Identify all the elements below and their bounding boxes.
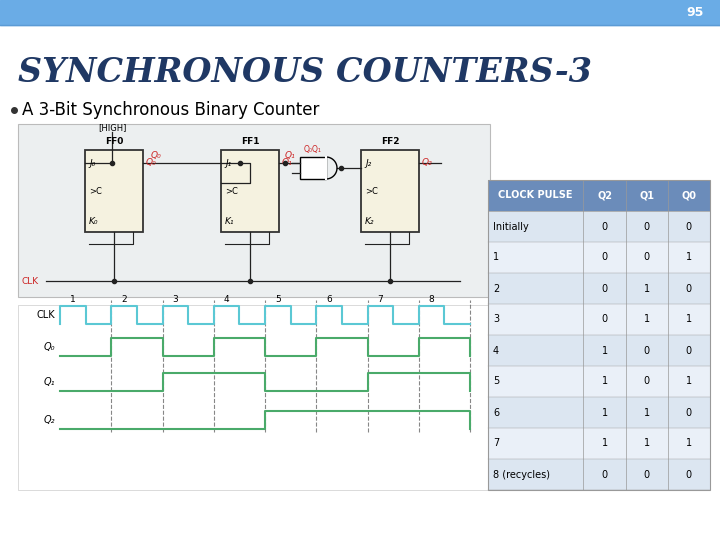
Text: 1: 1 [644, 408, 649, 417]
Text: Initially: Initially [493, 221, 528, 232]
Text: Q₁: Q₁ [43, 377, 55, 387]
Text: CLOCK PULSE: CLOCK PULSE [498, 191, 573, 200]
Text: 1: 1 [601, 408, 608, 417]
Bar [488, 459, 710, 490]
Text: Q2: Q2 [597, 191, 612, 200]
Text: >C: >C [365, 186, 378, 195]
Text: J₂: J₂ [365, 159, 372, 167]
Text: 4: 4 [493, 346, 499, 355]
Bar [221, 150, 279, 232]
Text: 0: 0 [601, 469, 608, 480]
Text: 1: 1 [686, 376, 692, 387]
Bar [18, 124, 490, 297]
Text: 0: 0 [601, 253, 608, 262]
Text: 0: 0 [644, 346, 649, 355]
Text: Q₁: Q₁ [285, 151, 296, 160]
Bar [488, 273, 710, 304]
Text: 5: 5 [275, 295, 281, 304]
Text: 7: 7 [493, 438, 499, 449]
Text: Q₂: Q₂ [43, 415, 55, 425]
Text: 1: 1 [644, 438, 649, 449]
Text: 0: 0 [601, 221, 608, 232]
Text: 0: 0 [644, 253, 649, 262]
Text: 0: 0 [644, 376, 649, 387]
Text: 3: 3 [172, 295, 178, 304]
Text: FF1: FF1 [240, 137, 259, 146]
Bar [488, 304, 710, 335]
Text: 3: 3 [493, 314, 499, 325]
Text: Q1: Q1 [639, 191, 654, 200]
Text: CLK: CLK [22, 276, 39, 286]
Text: 5: 5 [493, 376, 499, 387]
Text: 0: 0 [601, 284, 608, 294]
Text: 0: 0 [686, 284, 692, 294]
Text: 8 (recycles): 8 (recycles) [493, 469, 550, 480]
Text: CLK: CLK [37, 310, 55, 320]
Text: 4: 4 [224, 295, 230, 304]
Text: 0: 0 [644, 469, 649, 480]
Text: Q0: Q0 [681, 191, 696, 200]
Text: Q₀: Q₀ [43, 342, 55, 352]
Text: Q₀Q₁: Q₀Q₁ [304, 145, 322, 154]
Text: 1: 1 [644, 314, 649, 325]
Text: 1: 1 [601, 346, 608, 355]
Text: Q₂: Q₂ [422, 159, 433, 167]
Text: 1: 1 [686, 314, 692, 325]
Bar [18, 305, 490, 490]
Text: Q₀: Q₀ [151, 151, 162, 160]
Text: J₁: J₁ [225, 159, 231, 167]
Bar [488, 242, 710, 273]
Text: SYNCHRONOUS COUNTERS-3: SYNCHRONOUS COUNTERS-3 [18, 56, 592, 89]
Text: 6: 6 [326, 295, 332, 304]
Text: 8: 8 [428, 295, 434, 304]
Bar [85, 150, 143, 232]
Bar [488, 211, 710, 242]
Bar [361, 150, 419, 232]
Text: J₀: J₀ [89, 159, 95, 167]
Text: 0: 0 [644, 221, 649, 232]
Text: K₁: K₁ [225, 217, 235, 226]
Bar [488, 180, 710, 490]
Text: 0: 0 [686, 469, 692, 480]
Text: 1: 1 [686, 438, 692, 449]
Text: 1: 1 [644, 284, 649, 294]
Text: >C: >C [89, 186, 102, 195]
Text: Q₁: Q₁ [282, 159, 293, 167]
Text: 1: 1 [601, 376, 608, 387]
Text: K₂: K₂ [365, 217, 374, 226]
Text: 0: 0 [686, 408, 692, 417]
Text: 95: 95 [686, 6, 703, 19]
Text: 1: 1 [601, 438, 608, 449]
Text: 1: 1 [70, 295, 76, 304]
Text: >C: >C [225, 186, 238, 195]
Bar [488, 366, 710, 397]
Text: 2: 2 [121, 295, 127, 304]
Text: 0: 0 [601, 314, 608, 325]
Bar [0, 0, 720, 25]
Text: FF0: FF0 [105, 137, 123, 146]
Text: 0: 0 [686, 346, 692, 355]
Bar [488, 428, 710, 459]
Text: 2: 2 [493, 284, 499, 294]
Bar [488, 180, 710, 211]
Text: K₀: K₀ [89, 217, 99, 226]
Bar [488, 335, 710, 366]
Text: 7: 7 [377, 295, 383, 304]
Text: 1: 1 [493, 253, 499, 262]
Text: [HIGH]: [HIGH] [98, 123, 126, 132]
Bar [488, 397, 710, 428]
Text: 1: 1 [686, 253, 692, 262]
Text: FF2: FF2 [381, 137, 400, 146]
Text: 6: 6 [493, 408, 499, 417]
Text: Q₀: Q₀ [146, 159, 157, 167]
Text: A 3-Bit Synchronous Binary Counter: A 3-Bit Synchronous Binary Counter [22, 101, 320, 119]
Bar [300, 157, 326, 179]
Text: 0: 0 [686, 221, 692, 232]
